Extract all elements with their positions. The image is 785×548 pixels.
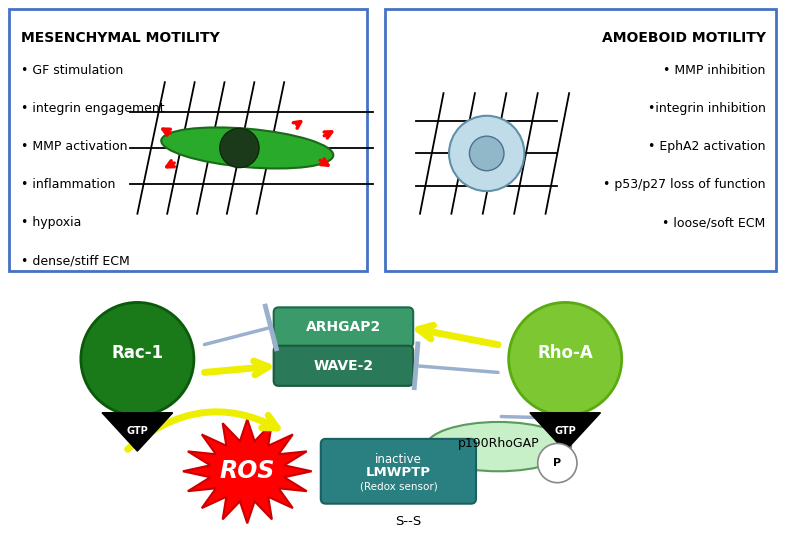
FancyBboxPatch shape <box>321 439 476 504</box>
Polygon shape <box>530 413 601 451</box>
Text: (Redox sensor): (Redox sensor) <box>360 482 437 492</box>
Text: • EphA2 activation: • EphA2 activation <box>648 140 765 153</box>
Text: • inflammation: • inflammation <box>21 178 116 191</box>
Text: S--S: S--S <box>395 515 422 528</box>
Polygon shape <box>183 419 312 523</box>
Text: GTP: GTP <box>126 426 148 436</box>
Text: • hypoxia: • hypoxia <box>21 216 82 229</box>
Text: • integrin engagement: • integrin engagement <box>21 102 165 115</box>
Circle shape <box>538 443 577 483</box>
Circle shape <box>469 136 504 171</box>
Text: inactive: inactive <box>375 453 422 466</box>
Circle shape <box>220 128 259 168</box>
Text: ARHGAP2: ARHGAP2 <box>306 321 381 334</box>
Text: Rho-A: Rho-A <box>537 345 593 362</box>
Text: WAVE-2: WAVE-2 <box>313 359 374 373</box>
Ellipse shape <box>425 422 571 471</box>
Bar <box>9 9 367 271</box>
Text: • MMP inhibition: • MMP inhibition <box>663 64 765 77</box>
Text: P: P <box>553 458 561 468</box>
Circle shape <box>509 302 622 415</box>
Text: MESENCHYMAL MOTILITY: MESENCHYMAL MOTILITY <box>21 31 220 45</box>
Text: • GF stimulation: • GF stimulation <box>21 64 124 77</box>
Text: Rac-1: Rac-1 <box>111 345 163 362</box>
Text: p190RhoGAP: p190RhoGAP <box>458 437 539 450</box>
Circle shape <box>81 302 194 415</box>
Text: GTP: GTP <box>554 426 576 436</box>
FancyArrowPatch shape <box>128 412 277 449</box>
Polygon shape <box>102 413 173 451</box>
Circle shape <box>449 116 524 191</box>
Ellipse shape <box>161 128 334 168</box>
Text: ROS: ROS <box>220 459 275 483</box>
Text: • p53/p27 loss of function: • p53/p27 loss of function <box>603 178 765 191</box>
Text: • loose/soft ECM: • loose/soft ECM <box>663 216 765 229</box>
Text: • MMP activation: • MMP activation <box>21 140 128 153</box>
Text: •integrin inhibition: •integrin inhibition <box>648 102 765 115</box>
Text: LMWPTP: LMWPTP <box>366 466 431 479</box>
Text: AMOEBOID MOTILITY: AMOEBOID MOTILITY <box>601 31 765 45</box>
FancyBboxPatch shape <box>274 307 413 347</box>
Text: • dense/stiff ECM: • dense/stiff ECM <box>21 254 130 267</box>
Bar <box>385 9 776 271</box>
FancyBboxPatch shape <box>274 346 413 386</box>
